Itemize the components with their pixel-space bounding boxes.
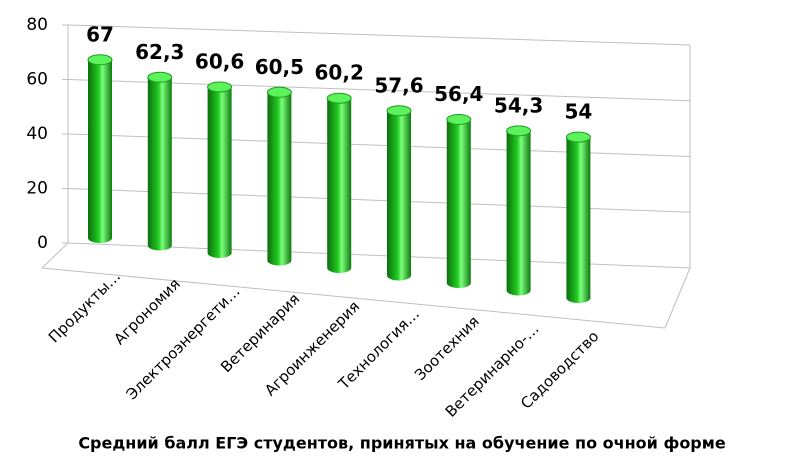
y-tick-label: 60 bbox=[26, 70, 48, 90]
bar-top bbox=[506, 125, 532, 137]
bar bbox=[387, 110, 411, 281]
value-label: 67 bbox=[86, 22, 114, 46]
bar bbox=[566, 137, 591, 303]
value-label: 57,6 bbox=[374, 73, 423, 97]
grid-line bbox=[67, 24, 691, 46]
bar-top bbox=[87, 54, 113, 66]
bar-top bbox=[446, 113, 472, 125]
x-tick-label: Электроэнергети… bbox=[123, 282, 244, 403]
y-tick-label: 80 bbox=[26, 15, 48, 35]
value-label: 60,5 bbox=[255, 55, 304, 79]
bar bbox=[506, 130, 531, 296]
bar-top bbox=[326, 92, 352, 104]
bar-top bbox=[207, 81, 233, 93]
x-tick-label: Агрономия bbox=[110, 275, 183, 348]
x-tick-label: Зоотехния bbox=[411, 312, 483, 384]
value-label: 62,3 bbox=[135, 40, 184, 64]
value-label: 54 bbox=[564, 100, 592, 124]
bar bbox=[88, 59, 112, 243]
bar bbox=[147, 77, 172, 251]
bar bbox=[267, 92, 292, 266]
chart-title: Средний балл ЕГЭ студентов, принятых на … bbox=[78, 434, 726, 453]
value-label: 60,6 bbox=[195, 49, 244, 73]
value-label: 60,2 bbox=[315, 61, 364, 85]
bar bbox=[446, 119, 471, 288]
y-tick-label: 20 bbox=[26, 179, 48, 199]
bar-top bbox=[565, 131, 591, 143]
bar-top bbox=[266, 86, 292, 98]
bar bbox=[327, 98, 352, 274]
bar bbox=[207, 86, 232, 259]
y-tick-label: 0 bbox=[37, 233, 48, 253]
bar-top bbox=[147, 71, 173, 83]
value-label: 56,4 bbox=[434, 82, 483, 106]
frame bbox=[41, 25, 691, 329]
y-tick-label: 40 bbox=[26, 124, 48, 144]
bar-top bbox=[386, 105, 412, 117]
value-label: 54,3 bbox=[494, 93, 543, 117]
